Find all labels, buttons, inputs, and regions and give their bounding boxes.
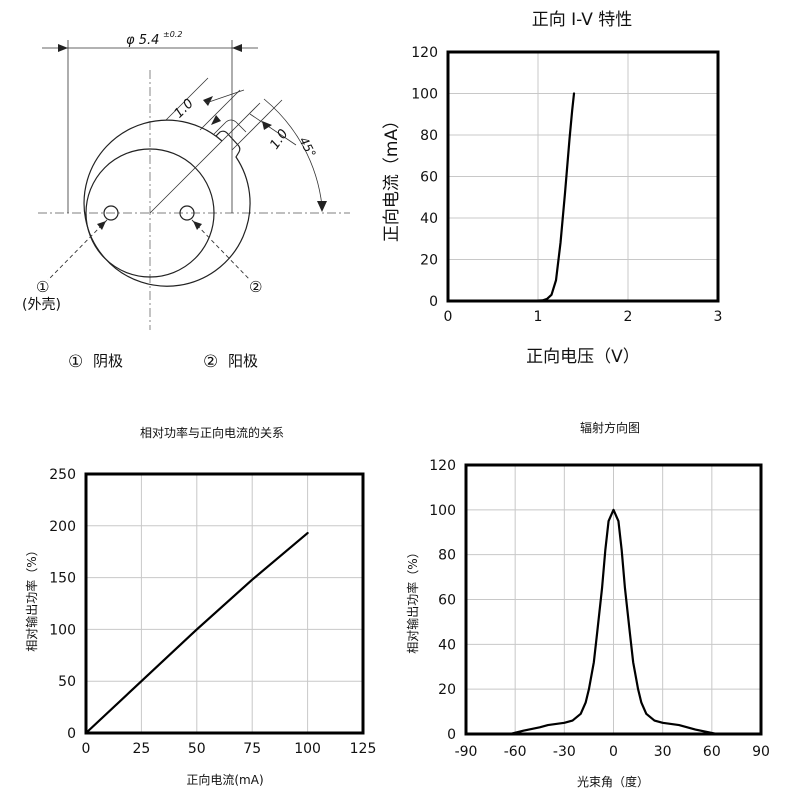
rad-x-tick-label: -30 xyxy=(553,744,576,760)
legend-2-text: 阳极 xyxy=(228,352,258,370)
diameter-tolerance: ±0.2 xyxy=(163,30,182,39)
iv-curve-chart: 正向 I-V 特性 0 1 2 3 0 20 40 60 80 100 120 正向电压（V） 正向… xyxy=(382,10,722,367)
iv-y-tick-label: 80 xyxy=(420,128,438,144)
diameter-arrow-left xyxy=(58,44,68,52)
iv-y-axis-label: 正向电流（mA） xyxy=(382,112,402,242)
po-y-tick-label: 0 xyxy=(67,726,76,742)
rad-y-tick-label: 100 xyxy=(429,503,456,519)
iv-tick-labels: 0 1 2 3 0 20 40 60 80 100 120 xyxy=(411,45,722,325)
pin-2-marker: ② xyxy=(249,278,262,296)
dim-1-leader xyxy=(205,89,245,104)
po-x-tick-label: 50 xyxy=(188,741,206,757)
dim-1-label: 1.0 xyxy=(172,96,197,121)
iv-x-tick-label: 1 xyxy=(534,309,543,325)
rad-y-tick-label: 20 xyxy=(438,682,456,698)
pin-2-leader xyxy=(191,219,251,281)
package-drawing: 1.0 1.0 φ 5.4 ±0.2 45° ① (外壳) ② ① 阴极 ② 阳… xyxy=(22,30,350,372)
inner-circle xyxy=(85,148,215,278)
pin-2-hole xyxy=(179,205,195,221)
pin-1-note: (外壳) xyxy=(22,296,61,313)
diameter-arrow-right xyxy=(232,44,242,52)
iv-data-layer xyxy=(527,92,576,303)
po-y-tick-label: 150 xyxy=(49,571,76,587)
po-y-tick-label: 250 xyxy=(49,467,76,483)
iv-y-tick-label: 20 xyxy=(420,253,438,269)
pin-1-hole xyxy=(103,205,119,221)
po-plot-frame xyxy=(84,472,365,735)
iv-y-tick-label: 120 xyxy=(411,45,438,61)
po-x-tick-label: 75 xyxy=(243,741,261,757)
dim-1-arrow xyxy=(203,96,213,106)
iv-chart-title: 正向 I-V 特性 xyxy=(532,10,633,30)
power-vs-current-chart: 相对功率与正向电流的关系 0 25 50 75 100 125 0 50 100 150 200 25… xyxy=(24,425,376,787)
po-series-line-0 xyxy=(84,531,309,735)
rad-x-tick-label: -60 xyxy=(504,744,527,760)
po-y-tick-label: 100 xyxy=(49,622,76,638)
rad-y-tick-label: 120 xyxy=(429,458,456,474)
rad-tick-labels: -90 -60 -30 0 30 60 90 0 20 40 60 80 100 120 xyxy=(429,458,770,760)
dim-2-label: 1.0 xyxy=(267,127,291,153)
rad-x-tick-label: -90 xyxy=(455,744,478,760)
po-x-tick-label: 25 xyxy=(132,741,150,757)
iv-y-tick-label: 100 xyxy=(411,87,438,103)
rad-plot-frame xyxy=(464,463,763,736)
po-x-tick-label: 100 xyxy=(294,741,321,757)
tab-extension-line-2 xyxy=(231,99,283,151)
angle-arrow xyxy=(317,201,327,212)
iv-x-tick-label: 2 xyxy=(624,309,633,325)
angle-arc xyxy=(263,98,323,207)
po-x-axis-label: 正向电流(mA) xyxy=(186,772,263,787)
tab-edge xyxy=(213,119,247,135)
dim-1-line xyxy=(165,77,209,121)
iv-x-tick-label: 0 xyxy=(444,309,453,325)
po-y-axis-label: 相对输出功率（%） xyxy=(24,544,39,651)
dim-1-arrow-2 xyxy=(211,115,221,125)
rad-x-axis-label: 光束角（度） xyxy=(577,774,649,789)
iv-y-tick-label: 0 xyxy=(429,294,438,310)
dim-2-arrow xyxy=(262,121,272,130)
tab-axis-line xyxy=(149,102,261,214)
rad-x-tick-label: 30 xyxy=(654,744,672,760)
dim-2-leader xyxy=(249,113,297,146)
pin-1-leader xyxy=(47,219,108,281)
po-x-tick-label: 125 xyxy=(350,741,377,757)
package-outline xyxy=(83,119,251,287)
rad-y-tick-label: 60 xyxy=(438,593,456,609)
rad-y-tick-label: 40 xyxy=(438,637,456,653)
pin-1-leader-arrow xyxy=(97,221,106,230)
legend-2-marker: ② xyxy=(203,352,218,372)
iv-series-line-0 xyxy=(527,92,576,303)
iv-x-axis-label: 正向电压（V） xyxy=(526,347,640,367)
iv-gridlines xyxy=(447,51,719,302)
rad-y-tick-label: 0 xyxy=(447,727,456,743)
rad-gridlines xyxy=(465,464,762,735)
rad-series-line-0 xyxy=(509,508,718,736)
po-tick-labels: 0 25 50 75 100 125 0 50 100 150 200 250 xyxy=(49,467,376,757)
po-x-tick-label: 0 xyxy=(82,741,91,757)
pin-1-marker: ① xyxy=(36,278,49,296)
radiation-pattern-chart: 辐射方向图 -90 -60 -30 0 30 60 90 0 20 40 60 80 100 120 光束… xyxy=(405,420,770,789)
iv-y-tick-label: 60 xyxy=(420,170,438,186)
rad-x-tick-label: 60 xyxy=(703,744,721,760)
po-y-tick-label: 50 xyxy=(58,674,76,690)
tab-extension-line-1 xyxy=(199,89,241,131)
iv-plot-frame xyxy=(446,50,720,303)
iv-x-tick-label: 3 xyxy=(714,309,723,325)
angle-label: 45° xyxy=(296,135,318,160)
po-y-tick-label: 200 xyxy=(49,519,76,535)
diameter-label: φ 5.4 xyxy=(126,33,159,48)
legend-1-marker: ① xyxy=(68,352,83,372)
rad-x-tick-label: 0 xyxy=(609,744,618,760)
iv-y-tick-label: 40 xyxy=(420,211,438,227)
po-data-layer xyxy=(84,531,309,735)
rad-y-tick-label: 80 xyxy=(438,548,456,564)
rad-chart-title: 辐射方向图 xyxy=(580,420,640,435)
legend-1-text: 阴极 xyxy=(93,352,123,370)
rad-data-layer xyxy=(509,508,718,736)
pin-2-leader-arrow xyxy=(193,221,202,230)
rad-x-tick-label: 90 xyxy=(752,744,770,760)
po-chart-title: 相对功率与正向电流的关系 xyxy=(140,425,284,440)
rad-y-axis-label: 相对输出功率（%） xyxy=(405,546,420,653)
